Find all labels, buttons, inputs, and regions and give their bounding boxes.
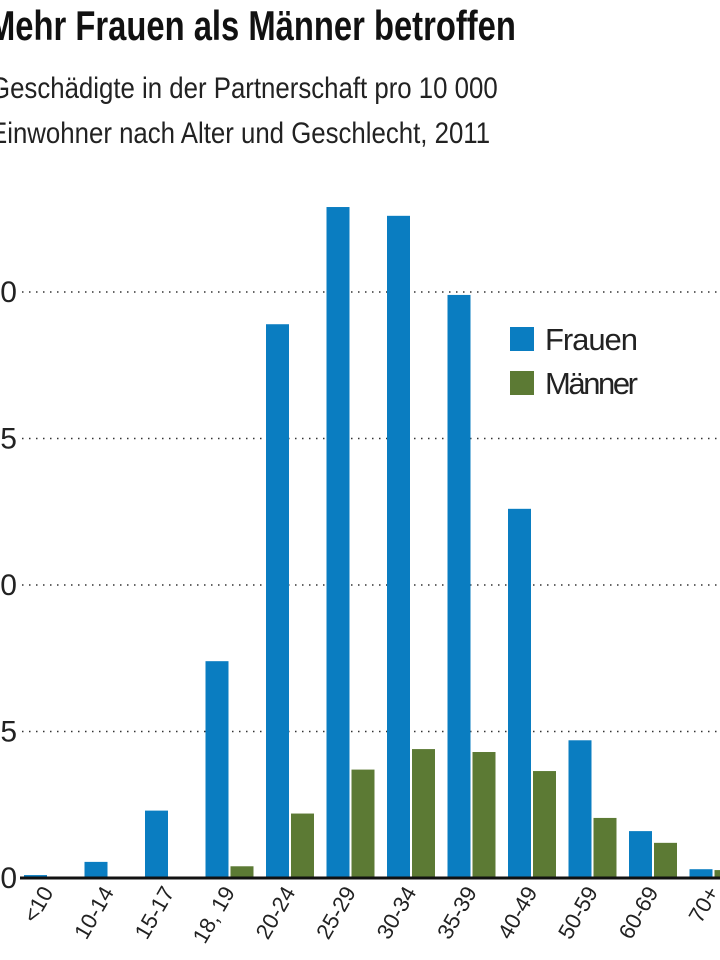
x-tick-label: <10	[18, 882, 58, 927]
bar-frauen	[266, 324, 289, 879]
bar-frauen	[205, 661, 229, 878]
bar-männer	[351, 769, 375, 878]
x-tick-label: 25-29	[311, 882, 361, 943]
x-tick-label: 40-49	[493, 882, 543, 943]
bar-frauen	[387, 215, 410, 878]
x-tick-label: 70+	[684, 882, 720, 927]
legend-label: Frauen	[545, 322, 638, 357]
legend-label: Männer	[545, 366, 638, 401]
x-tick-label: 15-17	[130, 882, 180, 943]
legend-swatch-frauen	[510, 327, 534, 351]
bar-männer	[412, 749, 435, 878]
x-tick-label: 20-24	[251, 882, 301, 943]
bar-männer	[230, 866, 254, 878]
bar-frauen	[568, 740, 592, 878]
bar-männer	[714, 870, 720, 878]
bar-frauen	[629, 831, 652, 878]
bar-männer	[472, 752, 496, 878]
x-tick-label: 50-59	[553, 882, 603, 943]
bar-frauen	[145, 810, 168, 878]
chart-subtitle-line2: Einwohner nach Alter und Geschlecht, 201…	[0, 117, 491, 150]
bar-frauen	[326, 207, 350, 878]
y-tick-label: 0	[0, 862, 17, 895]
x-tick-label: 60-69	[614, 882, 664, 943]
x-tick-label: 18, 19	[188, 882, 240, 947]
bar-männer	[654, 842, 677, 878]
y-tick-label: 15	[0, 423, 17, 456]
y-tick-label: 10	[0, 569, 17, 602]
bar-männer	[291, 813, 314, 878]
legend-swatch-männer	[510, 371, 534, 395]
bar-männer	[593, 817, 617, 878]
chart-subtitle-line1: Geschädigte in der Partnerschaft pro 10 …	[0, 72, 498, 105]
x-tick-label: 10-14	[69, 882, 119, 943]
chart-title: Mehr Frauen als Männer betroffen	[0, 2, 516, 49]
y-tick-label: 5	[0, 716, 17, 749]
y-tick-label: 20	[0, 276, 17, 309]
bar-frauen	[84, 861, 108, 878]
bar-frauen	[689, 869, 713, 878]
x-tick-label: 35-39	[432, 882, 482, 943]
bar-männer	[533, 771, 556, 878]
bar-frauen	[508, 508, 531, 878]
bar-frauen	[447, 294, 471, 878]
x-tick-label: 30-34	[372, 882, 422, 943]
